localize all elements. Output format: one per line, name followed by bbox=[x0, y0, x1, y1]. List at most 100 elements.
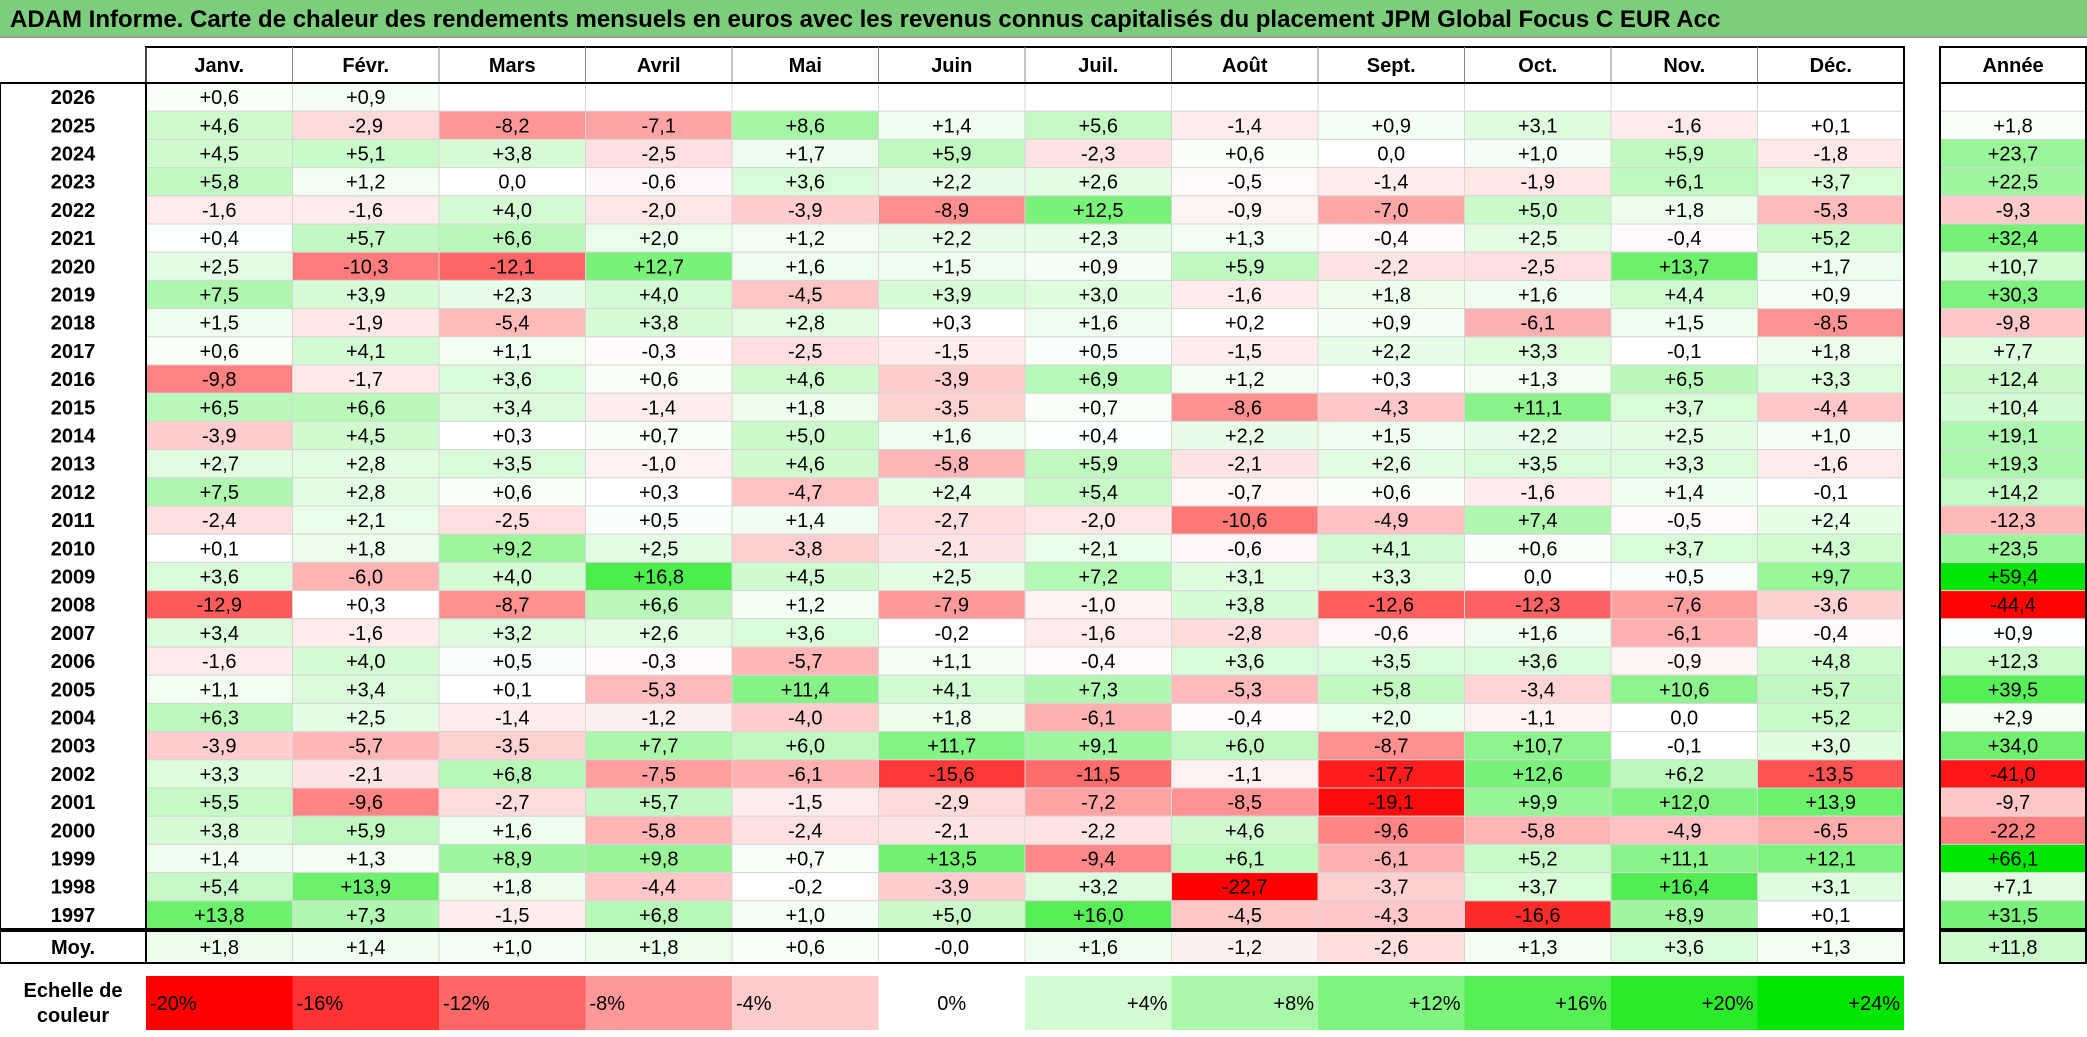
heat-cell bbox=[145, 110, 293, 140]
heat-cell bbox=[731, 759, 879, 789]
year-label: 1999 bbox=[51, 849, 96, 871]
heat-cell bbox=[585, 900, 733, 930]
heat-cell bbox=[585, 392, 733, 422]
cell-value: +0,1 bbox=[493, 679, 532, 701]
annual-value: +0,9 bbox=[1993, 623, 2032, 645]
cell-value: -4,0 bbox=[788, 708, 822, 730]
cell-value: -2,1 bbox=[935, 538, 969, 560]
heat-cell bbox=[1171, 787, 1319, 817]
heat-cell bbox=[1757, 364, 1905, 394]
cell-value: -5,7 bbox=[349, 736, 383, 758]
heat-cell bbox=[1317, 138, 1465, 169]
cell-value: -8,2 bbox=[495, 115, 529, 137]
heat-cell bbox=[1317, 364, 1465, 394]
cell-value: +13,7 bbox=[1659, 256, 1710, 278]
cell-value: +3,4 bbox=[200, 623, 239, 645]
heat-cell bbox=[1171, 731, 1319, 761]
average-value: -0,0 bbox=[935, 937, 969, 959]
heat-cell bbox=[1757, 618, 1905, 648]
year-label: 2019 bbox=[51, 285, 96, 307]
heat-cell bbox=[438, 731, 586, 761]
cell-value: +2,4 bbox=[932, 482, 971, 504]
heat-cell bbox=[731, 138, 879, 169]
heat-cell bbox=[1317, 251, 1465, 281]
heat-cell bbox=[1610, 167, 1758, 197]
cell-value: +4,0 bbox=[639, 285, 678, 307]
cell-value: +4,5 bbox=[346, 426, 385, 448]
heat-cell bbox=[1171, 618, 1319, 648]
heat-cell bbox=[145, 815, 293, 845]
cell-value: -0,6 bbox=[1228, 538, 1262, 560]
heat-cell bbox=[1024, 787, 1172, 817]
annual-cell bbox=[1939, 336, 2087, 366]
cell-value: -2,2 bbox=[1374, 256, 1408, 278]
cell-value: -3,6 bbox=[1814, 595, 1848, 617]
cell-value: -5,8 bbox=[1521, 820, 1555, 842]
heat-cell bbox=[1171, 505, 1319, 535]
cell-value: +4,8 bbox=[1811, 651, 1850, 673]
cell-value: -7,2 bbox=[1081, 792, 1115, 814]
heat-cell bbox=[1757, 82, 1905, 112]
year-label: 2015 bbox=[51, 397, 96, 419]
cell-value: +1,1 bbox=[200, 679, 239, 701]
heat-cell bbox=[1757, 843, 1905, 874]
cell-value: -0,2 bbox=[788, 877, 822, 899]
heat-cell bbox=[878, 843, 1026, 874]
heat-cell bbox=[438, 900, 586, 930]
heat-cell bbox=[1317, 674, 1465, 704]
cell-value: +1,5 bbox=[932, 256, 971, 278]
heat-cell bbox=[1610, 561, 1758, 592]
scale-label: -16% bbox=[297, 993, 344, 1015]
scale-label: -4% bbox=[736, 993, 772, 1015]
cell-value: -1,4 bbox=[495, 708, 529, 730]
heat-cell bbox=[585, 533, 733, 563]
cell-value: +2,8 bbox=[786, 313, 825, 335]
month-header: Déc. bbox=[1810, 55, 1852, 77]
cell-value: +6,8 bbox=[493, 764, 532, 786]
cell-value: +8,9 bbox=[493, 849, 532, 871]
heat-cell bbox=[878, 449, 1026, 479]
cell-value: -10,6 bbox=[1222, 510, 1268, 532]
cell-value: -2,4 bbox=[202, 510, 236, 532]
annual-cell bbox=[1939, 82, 2087, 112]
cell-value: +2,4 bbox=[1811, 510, 1850, 532]
annual-header: Année bbox=[1982, 55, 2043, 77]
heat-cell bbox=[878, 251, 1026, 281]
heat-cell bbox=[1757, 110, 1905, 140]
heat-cell bbox=[145, 364, 293, 394]
cell-value: +10,7 bbox=[1512, 736, 1563, 758]
cell-value: +0,5 bbox=[493, 651, 532, 673]
heat-cell bbox=[1171, 449, 1319, 479]
cell-value: +1,8 bbox=[1372, 285, 1411, 307]
heat-cell bbox=[292, 364, 440, 394]
cell-value: -2,4 bbox=[788, 820, 822, 842]
heat-cell bbox=[1171, 167, 1319, 197]
cell-value: -2,9 bbox=[349, 115, 383, 137]
heat-cell bbox=[1610, 223, 1758, 253]
cell-value: -0,4 bbox=[1667, 228, 1701, 250]
cell-value: +0,9 bbox=[1079, 256, 1118, 278]
heat-cell bbox=[145, 787, 293, 817]
cell-value: +0,9 bbox=[1372, 313, 1411, 335]
cell-value: +1,3 bbox=[1225, 228, 1264, 250]
heat-cell bbox=[292, 843, 440, 874]
cell-value: -1,6 bbox=[1521, 482, 1555, 504]
cell-value: -1,6 bbox=[1228, 285, 1262, 307]
cell-value: -3,9 bbox=[202, 736, 236, 758]
cell-value: +1,4 bbox=[932, 115, 971, 137]
cell-value: +0,3 bbox=[346, 595, 385, 617]
average-value: +1,8 bbox=[639, 937, 678, 959]
month-header: Août bbox=[1222, 55, 1268, 77]
month-header: Nov. bbox=[1663, 55, 1705, 77]
cell-value: -12,9 bbox=[196, 595, 242, 617]
heat-cell bbox=[731, 223, 879, 253]
heat-cell bbox=[438, 561, 586, 592]
cell-value: +3,6 bbox=[200, 567, 239, 589]
cell-value: +0,7 bbox=[786, 849, 825, 871]
heat-cell bbox=[878, 138, 1026, 169]
heat-cell bbox=[1024, 110, 1172, 140]
year-label: 2022 bbox=[51, 200, 96, 222]
cell-value: -1,2 bbox=[642, 708, 676, 730]
heat-cell bbox=[585, 251, 733, 281]
heat-cell bbox=[1610, 251, 1758, 281]
